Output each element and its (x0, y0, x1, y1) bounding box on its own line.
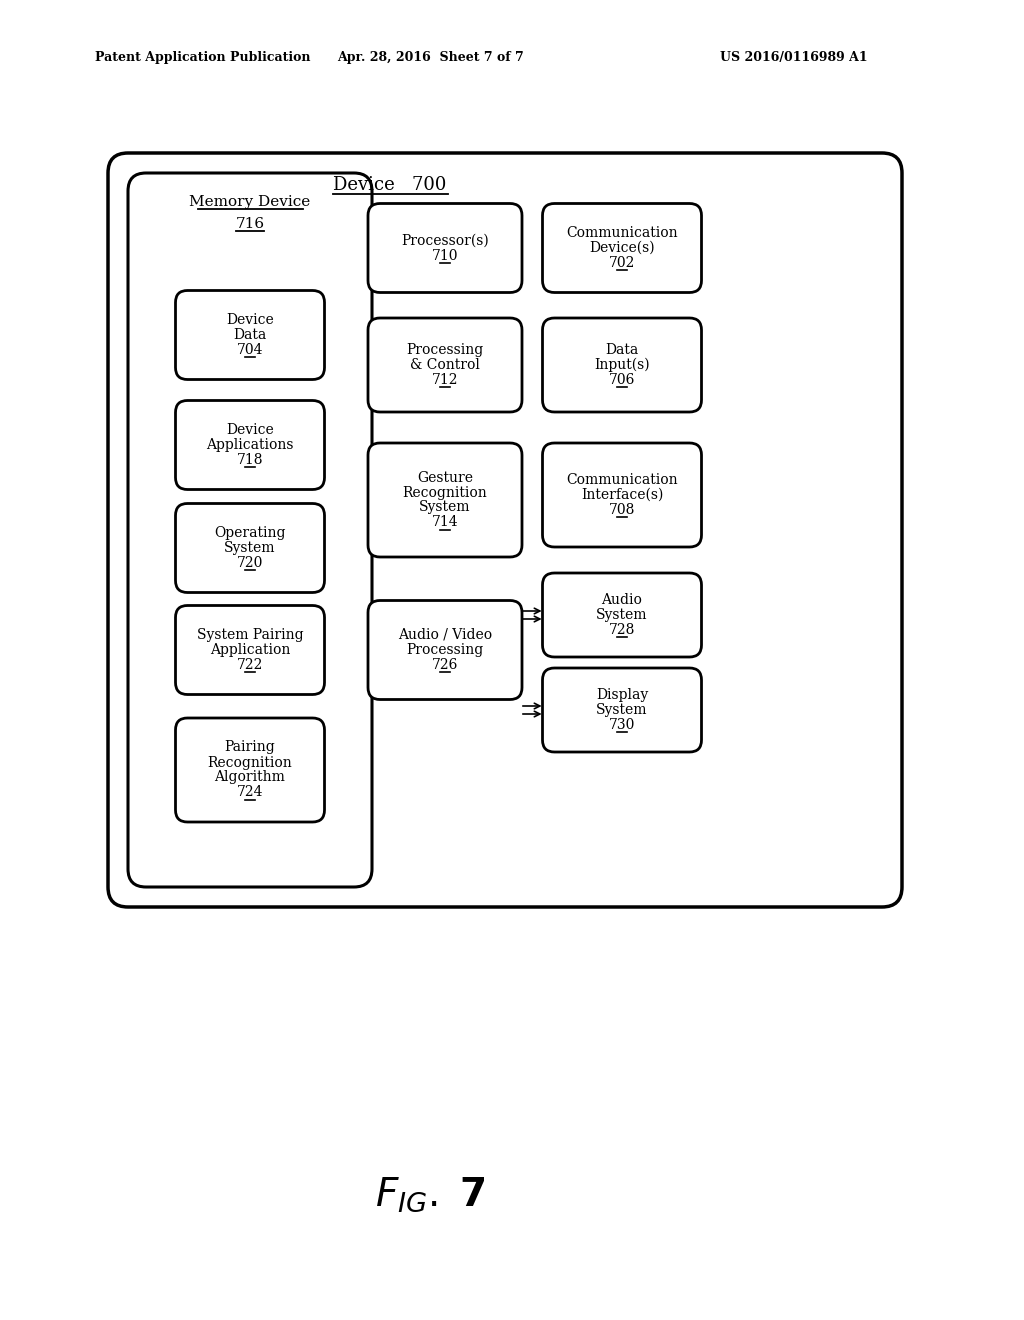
Text: Algorithm: Algorithm (215, 771, 286, 784)
FancyBboxPatch shape (175, 503, 325, 593)
FancyBboxPatch shape (368, 318, 522, 412)
Text: System: System (596, 704, 648, 717)
Text: 706: 706 (609, 374, 635, 387)
Text: 704: 704 (237, 343, 263, 356)
Text: 710: 710 (432, 248, 459, 263)
Text: Communication: Communication (566, 226, 678, 240)
Text: 720: 720 (237, 556, 263, 570)
Text: Patent Application Publication: Patent Application Publication (95, 50, 310, 63)
FancyBboxPatch shape (543, 444, 701, 546)
Text: System: System (224, 541, 275, 554)
Text: Device: Device (226, 313, 273, 327)
Text: Device   700: Device 700 (334, 176, 446, 194)
Text: 726: 726 (432, 657, 458, 672)
Text: System: System (419, 500, 471, 515)
Text: 702: 702 (609, 256, 635, 271)
Text: Recognition: Recognition (402, 486, 487, 499)
FancyBboxPatch shape (368, 601, 522, 700)
Text: Processing: Processing (407, 643, 483, 657)
Text: 712: 712 (432, 374, 459, 387)
Text: Display: Display (596, 688, 648, 702)
Text: $\mathit{F}_{\mathit{IG}}\mathit{.}$ $\mathbf{7}$: $\mathit{F}_{\mathit{IG}}\mathit{.}$ $\m… (375, 1176, 485, 1214)
FancyBboxPatch shape (175, 718, 325, 822)
Text: 724: 724 (237, 785, 263, 800)
FancyBboxPatch shape (543, 318, 701, 412)
Text: Device: Device (226, 422, 273, 437)
FancyBboxPatch shape (368, 444, 522, 557)
Text: Processor(s): Processor(s) (401, 234, 488, 248)
FancyBboxPatch shape (543, 203, 701, 293)
Text: Audio / Video: Audio / Video (398, 628, 493, 642)
FancyBboxPatch shape (128, 173, 372, 887)
Text: 718: 718 (237, 453, 263, 467)
Text: 728: 728 (609, 623, 635, 638)
Text: Apr. 28, 2016  Sheet 7 of 7: Apr. 28, 2016 Sheet 7 of 7 (337, 50, 523, 63)
Text: Communication: Communication (566, 473, 678, 487)
Text: System: System (596, 609, 648, 622)
FancyBboxPatch shape (543, 668, 701, 752)
FancyBboxPatch shape (175, 606, 325, 694)
Text: 716: 716 (236, 216, 264, 231)
Text: Application: Application (210, 643, 290, 657)
Text: Applications: Applications (206, 438, 294, 451)
FancyBboxPatch shape (368, 203, 522, 293)
Text: Input(s): Input(s) (594, 358, 650, 372)
Text: 722: 722 (237, 657, 263, 672)
FancyBboxPatch shape (543, 573, 701, 657)
Text: Recognition: Recognition (208, 755, 293, 770)
Text: 708: 708 (609, 503, 635, 517)
Text: 730: 730 (609, 718, 635, 733)
Text: Processing: Processing (407, 343, 483, 356)
FancyBboxPatch shape (175, 290, 325, 380)
FancyBboxPatch shape (175, 400, 325, 490)
Text: Gesture: Gesture (417, 470, 473, 484)
Text: Device(s): Device(s) (589, 242, 654, 255)
Text: Audio: Audio (601, 593, 642, 607)
Text: Pairing: Pairing (224, 741, 275, 755)
FancyBboxPatch shape (108, 153, 902, 907)
Text: Operating: Operating (214, 525, 286, 540)
Text: US 2016/0116989 A1: US 2016/0116989 A1 (720, 50, 867, 63)
Text: System Pairing: System Pairing (197, 628, 303, 642)
Text: 714: 714 (432, 516, 459, 529)
Text: Interface(s): Interface(s) (581, 488, 664, 502)
Text: Data: Data (605, 343, 639, 356)
Text: Memory Device: Memory Device (189, 195, 310, 209)
Text: & Control: & Control (410, 358, 480, 372)
Text: Data: Data (233, 327, 266, 342)
